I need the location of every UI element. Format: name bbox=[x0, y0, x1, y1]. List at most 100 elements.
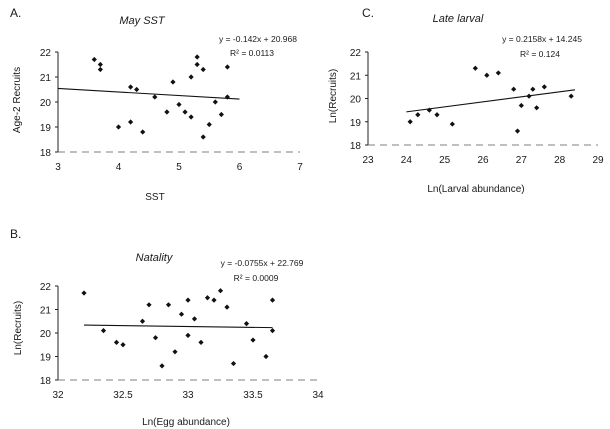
panel-c-title: Late larval bbox=[433, 13, 484, 25]
panel-c-label: C. bbox=[362, 6, 374, 20]
panel-b-data-point bbox=[198, 339, 204, 345]
panel-a-data-point bbox=[224, 64, 230, 70]
chart-panel-b: B. Natality y = -0.0755x + 22.769 R² = 0… bbox=[10, 227, 324, 428]
panel-b-equation: y = -0.0755x + 22.769 bbox=[221, 258, 304, 268]
panel-a-data-point bbox=[194, 54, 200, 60]
panel-a-data-point bbox=[200, 66, 206, 73]
panel-b-data-point bbox=[250, 337, 256, 343]
panel-b-ytick-label: 19 bbox=[40, 353, 52, 364]
panel-c-data-point bbox=[495, 70, 501, 76]
panel-a-equation: y = -0.142x + 20.968 bbox=[219, 34, 297, 44]
panel-c-trend-line bbox=[406, 89, 576, 113]
panel-a-xlabel: SST bbox=[145, 192, 164, 203]
panel-a-xtick-label: 4 bbox=[116, 162, 122, 173]
panel-a-data-point bbox=[134, 86, 140, 93]
panel-b-label: B. bbox=[10, 227, 21, 241]
panel-a-r2: R² = 0.0113 bbox=[230, 48, 274, 58]
panel-a-ytick-label: 19 bbox=[40, 123, 52, 134]
panel-a-data-point bbox=[188, 74, 194, 80]
panel-c-xtick-label: 28 bbox=[554, 155, 566, 166]
panel-b-xlabel: Ln(Egg abundance) bbox=[142, 417, 230, 428]
panel-a-data-point bbox=[200, 134, 206, 140]
panel-c-xtick-label: 29 bbox=[592, 155, 604, 166]
panel-c-data-point bbox=[534, 105, 540, 111]
panel-a-data-point bbox=[115, 124, 122, 130]
panel-c-data-point bbox=[514, 128, 521, 134]
panel-c-xtick-label: 27 bbox=[516, 155, 528, 166]
panel-b-data-point bbox=[269, 328, 276, 334]
panel-b-data-point bbox=[263, 353, 269, 360]
panel-b-data-point bbox=[159, 363, 165, 369]
panel-b-data-point bbox=[211, 297, 217, 303]
panel-c-data-point bbox=[526, 93, 532, 99]
panel-a-data-point bbox=[97, 61, 103, 68]
panel-b-ytick-label: 22 bbox=[40, 282, 52, 293]
panel-c-ytick-label: 21 bbox=[350, 71, 362, 82]
panel-c-xtick-label: 26 bbox=[477, 155, 489, 166]
panel-a-label: A. bbox=[10, 6, 21, 20]
panel-b-ytick-label: 20 bbox=[40, 329, 52, 340]
panel-a-data-point bbox=[128, 84, 134, 90]
panel-c-plot-area: 18 19 20 21 22 23 24 25 26 27 28 29 bbox=[350, 48, 604, 166]
panel-b-data-point bbox=[152, 335, 159, 341]
panel-a-data-point bbox=[97, 66, 103, 73]
panel-b-plot-area: 18 19 20 21 22 32 32.5 33 33.5 34 bbox=[40, 282, 324, 401]
panel-a-ytick-label: 22 bbox=[40, 48, 52, 59]
panel-b-data-point bbox=[165, 302, 172, 308]
panel-b-data-point bbox=[269, 297, 276, 303]
panel-c-xtick-label: 24 bbox=[401, 155, 413, 166]
panel-a-trend-line bbox=[57, 87, 240, 100]
panel-b-data-point bbox=[243, 321, 250, 327]
panel-a-ytick-label: 20 bbox=[40, 98, 52, 109]
panel-b-data-point bbox=[224, 304, 230, 310]
panel-b-data-point bbox=[172, 349, 178, 355]
panel-a-data-point bbox=[212, 99, 218, 105]
panel-b-ytick-label: 21 bbox=[40, 306, 52, 317]
panel-c-data-point bbox=[407, 119, 413, 125]
panel-b-data-point bbox=[146, 302, 152, 308]
panel-b-data-point bbox=[81, 290, 87, 296]
panel-a-ytick-label: 21 bbox=[40, 73, 52, 84]
panel-c-ytick-label: 22 bbox=[350, 48, 362, 59]
panel-c-data-point bbox=[449, 121, 455, 127]
panel-a-ylabel: Age-2 Recruits bbox=[12, 67, 23, 133]
panel-a-data-point bbox=[224, 94, 230, 100]
panel-a-xtick-label: 5 bbox=[176, 162, 182, 173]
panel-c-xtick-label: 25 bbox=[439, 155, 451, 166]
panel-b-data-point bbox=[217, 288, 224, 294]
panel-b-ylabel: Ln(Recruits) bbox=[13, 301, 24, 355]
panel-c-ylabel: Ln(Recruits) bbox=[328, 69, 339, 123]
panel-b-data-point bbox=[120, 342, 126, 348]
panel-b-data-point bbox=[113, 339, 120, 345]
panel-b-data-point bbox=[100, 328, 107, 334]
panel-b-xtick-label: 32 bbox=[52, 390, 64, 401]
panel-a-data-point bbox=[164, 109, 170, 115]
panel-a-plot-area: 18 19 20 21 22 3 4 5 6 7 bbox=[40, 48, 303, 173]
panel-c-xlabel: Ln(Larval abundance) bbox=[427, 184, 524, 195]
panel-b-ytick-label: 18 bbox=[40, 376, 52, 387]
panel-a-xtick-label: 7 bbox=[297, 162, 303, 173]
panel-a-data-point bbox=[91, 56, 97, 63]
panel-a-data-point bbox=[194, 61, 200, 68]
panel-a-title: May SST bbox=[119, 15, 166, 27]
panel-c-ytick-label: 18 bbox=[350, 141, 362, 152]
chart-panel-c: C. Late larval y = 0.2158x + 14.245 R² =… bbox=[328, 6, 604, 195]
panel-b-trend-line bbox=[83, 324, 273, 329]
panel-a-data-point bbox=[188, 114, 194, 120]
panel-c-r2: R² = 0.124 bbox=[520, 49, 560, 59]
panel-b-data-point bbox=[178, 311, 185, 317]
panel-c-ytick-label: 19 bbox=[350, 118, 362, 129]
panel-c-equation: y = 0.2158x + 14.245 bbox=[502, 34, 582, 44]
panel-b-data-point bbox=[204, 295, 211, 301]
panel-a-data-point bbox=[218, 111, 224, 118]
panel-c-data-point bbox=[511, 86, 517, 92]
panel-c-data-point bbox=[472, 65, 478, 71]
panel-a-xtick-label: 6 bbox=[237, 162, 243, 173]
panel-c-data-point bbox=[426, 107, 432, 113]
panel-b-xtick-label: 33.5 bbox=[243, 390, 263, 401]
panel-b-data-point bbox=[191, 316, 198, 322]
panel-b-data-point bbox=[139, 318, 146, 324]
panel-c-data-point bbox=[484, 72, 490, 78]
panel-a-data-point bbox=[170, 79, 176, 85]
